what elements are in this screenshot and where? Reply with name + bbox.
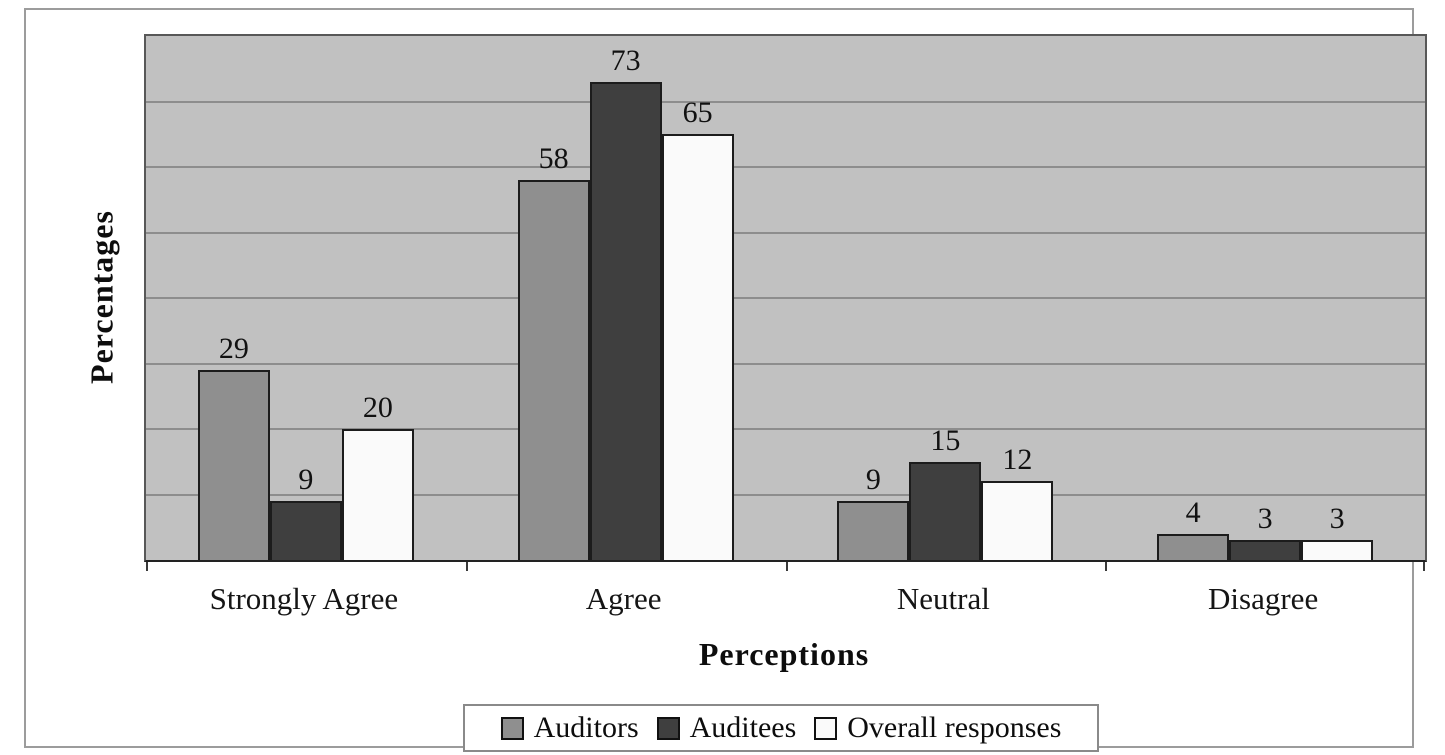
- bar-value-label: 9: [865, 463, 881, 496]
- gridline: [146, 231, 1425, 234]
- legend-swatch-icon: [814, 716, 838, 740]
- bar-value-label: 73: [610, 44, 641, 77]
- bar-auditors: [1157, 534, 1230, 560]
- legend-item-overall-responses: Overall responses: [814, 713, 1061, 743]
- x-category-row: Strongly Agree Agree Neutral Disagree: [144, 582, 1423, 622]
- legend-item-auditees: Auditees: [656, 711, 797, 744]
- category-label-strongly-agree: Strongly Agree: [209, 581, 399, 616]
- chart-frame: Percentages 29 9 20 58 73 65 9 15 12 4 3 3 Strongly…: [24, 8, 1427, 752]
- category-label-neutral: Neutral: [896, 581, 990, 616]
- gridline: [146, 493, 1425, 496]
- legend-label: Auditees: [689, 711, 797, 744]
- bar-value-label: 20: [362, 391, 393, 424]
- bar-auditors: [197, 370, 270, 560]
- x-axis-tick: [1423, 562, 1425, 571]
- bar-auditees: [589, 82, 662, 560]
- y-axis-title: Percentages: [83, 210, 120, 384]
- bar-auditors: [837, 501, 910, 560]
- plot-area: 29 9 20 58 73 65 9 15 12 4 3 3: [144, 34, 1427, 571]
- legend-swatch-icon: [656, 716, 680, 740]
- gridline: [146, 297, 1425, 299]
- x-axis-tick: [785, 562, 788, 571]
- bar-auditees: [1229, 540, 1302, 560]
- legend-label: Overall responses: [847, 711, 1062, 744]
- bar-value-label: 12: [1002, 443, 1033, 476]
- gridline: [146, 428, 1425, 430]
- bar-value-label: 9: [298, 463, 314, 496]
- gridline: [146, 100, 1425, 103]
- bar-value-label: 3: [1257, 502, 1273, 535]
- legend: Auditors Auditees Overall responses: [463, 704, 1099, 752]
- legend-item-auditors: Auditors: [500, 711, 639, 744]
- bar-value-label: 58: [538, 142, 569, 175]
- legend-swatch-icon: [500, 716, 524, 740]
- category-label-disagree: Disagree: [1208, 581, 1319, 616]
- gridline: [146, 166, 1425, 168]
- x-axis-title: Perceptions: [698, 636, 870, 672]
- bar-auditees: [269, 501, 342, 560]
- bar-overall-responses: [341, 429, 414, 560]
- bar-value-label: 65: [682, 96, 713, 129]
- bar-value-label: 15: [930, 424, 961, 457]
- gridline: [146, 362, 1425, 365]
- x-axis-tick: [465, 562, 468, 571]
- bar-value-label: 4: [1185, 496, 1201, 529]
- legend-label: Auditors: [533, 711, 639, 744]
- bar-value-label: 3: [1329, 502, 1345, 535]
- category-label-agree: Agree: [585, 581, 662, 616]
- x-axis-tick: [1105, 562, 1108, 571]
- x-axis-tick: [146, 562, 148, 571]
- bar-overall-responses: [1301, 540, 1374, 560]
- bar-value-label: 29: [218, 332, 249, 365]
- bar-overall-responses: [661, 134, 734, 560]
- bar-overall-responses: [981, 481, 1054, 560]
- bar-auditees: [909, 462, 982, 560]
- bar-auditors: [517, 180, 590, 560]
